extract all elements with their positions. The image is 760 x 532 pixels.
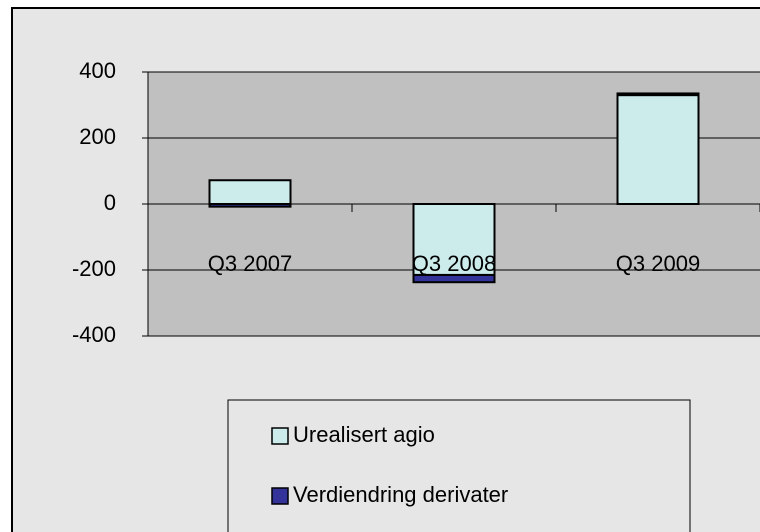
bar-segment	[616, 94, 700, 205]
bar-segment	[412, 273, 496, 284]
legend-label: Verdiendring derivater	[293, 482, 508, 507]
legend-swatch	[271, 427, 289, 445]
y-tick-label: 200	[79, 124, 116, 149]
x-tick-label: Q3 2009	[616, 251, 700, 276]
bars	[208, 92, 700, 284]
legend	[227, 399, 691, 532]
legend-items: Urealisert agio Verdiendring derivater	[271, 422, 508, 507]
y-tick-label: -200	[72, 256, 116, 281]
x-tick-label: Q3 2007	[208, 251, 292, 276]
bar-segment	[208, 179, 292, 206]
labels: -400 -200 0 200 400 Q3 2007 Q3 2008 Q3 2009	[72, 58, 700, 347]
legend-swatch	[271, 487, 289, 505]
y-tick-label: 400	[79, 58, 116, 83]
y-tick-label: 0	[104, 190, 116, 215]
bar-segment	[208, 203, 292, 208]
y-tick-label: -400	[72, 322, 116, 347]
legend-label: Urealisert agio	[293, 422, 435, 447]
x-tick-label: Q3 2008	[412, 251, 496, 276]
bar-segment	[616, 92, 700, 97]
